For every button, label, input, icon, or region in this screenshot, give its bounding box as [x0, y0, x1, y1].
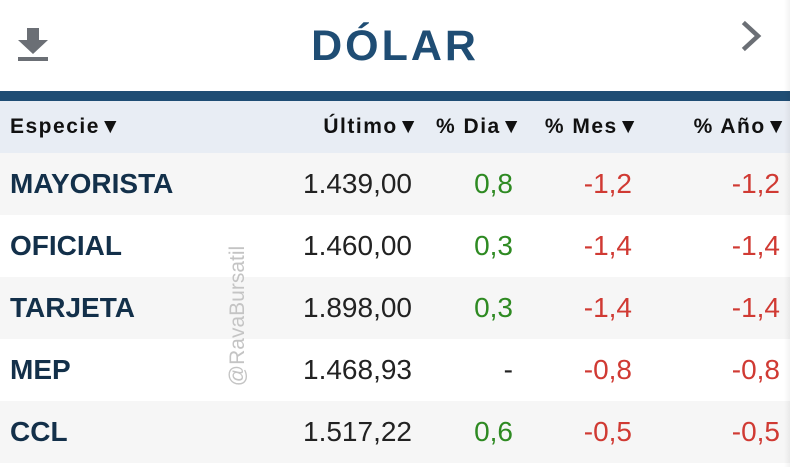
dia-cell: 0,3	[474, 292, 513, 323]
dia-cell: 0,3	[474, 230, 513, 261]
column-header-dia[interactable]: % Dia▼	[436, 115, 523, 138]
table-row[interactable]: TARJETA 1.898,00 0,3 -1,4 -1,4	[0, 277, 790, 339]
column-header-mes[interactable]: % Mes▼	[544, 115, 640, 138]
ultimo-cell: 1.468,93	[303, 354, 412, 385]
table-header-row: Especie▼ Último▼ % Dia▼ % Mes▼ % Año▼	[0, 101, 790, 153]
especie-cell: MAYORISTA	[10, 168, 174, 199]
ano-cell: -1,4	[731, 292, 780, 323]
dia-cell: -	[503, 354, 513, 385]
column-header-ano[interactable]: % Año▼	[693, 115, 788, 138]
table-row[interactable]: MAYORISTA 1.439,00 0,8 -1,2 -1,2	[0, 153, 790, 215]
column-header-ultimo[interactable]: Último▼	[323, 115, 420, 138]
ultimo-cell: 1.517,22	[303, 416, 412, 447]
dia-cell: 0,8	[474, 168, 513, 199]
especie-cell: OFICIAL	[10, 230, 122, 261]
table-row[interactable]: OFICIAL 1.460,00 0,3 -1,4 -1,4	[0, 215, 790, 277]
especie-cell: TARJETA	[10, 292, 135, 323]
mes-cell: -0,8	[583, 354, 632, 385]
page-title: DÓLAR	[311, 22, 479, 70]
ano-cell: -1,2	[731, 168, 780, 199]
especie-cell: CCL	[10, 416, 68, 447]
top-bar: DÓLAR	[0, 0, 790, 91]
next-button[interactable]	[736, 18, 768, 56]
download-button[interactable]	[14, 23, 52, 65]
ultimo-cell: 1.898,00	[303, 292, 412, 323]
dia-cell: 0,6	[474, 416, 513, 447]
download-icon	[18, 28, 48, 61]
mes-cell: -1,2	[583, 168, 632, 199]
column-header-especie[interactable]: Especie▼	[10, 115, 123, 138]
table-row[interactable]: CCL 1.517,22 0,6 -0,5 -0,5	[0, 401, 790, 463]
mes-cell: -1,4	[583, 292, 632, 323]
ultimo-cell: 1.439,00	[303, 168, 412, 199]
table-row[interactable]: MEP 1.468,93 - -0,8 -0,8	[0, 339, 790, 401]
mes-cell: -1,4	[583, 230, 632, 261]
mes-cell: -0,5	[583, 416, 632, 447]
header-divider	[0, 91, 790, 101]
chevron-right-icon	[741, 20, 762, 52]
ano-cell: -0,5	[731, 416, 780, 447]
especie-cell: MEP	[10, 354, 71, 385]
ano-cell: -1,4	[731, 230, 780, 261]
quotes-table: Especie▼ Último▼ % Dia▼ % Mes▼ % Año▼ MA…	[0, 101, 790, 463]
ultimo-cell: 1.460,00	[303, 230, 412, 261]
ano-cell: -0,8	[731, 354, 780, 385]
